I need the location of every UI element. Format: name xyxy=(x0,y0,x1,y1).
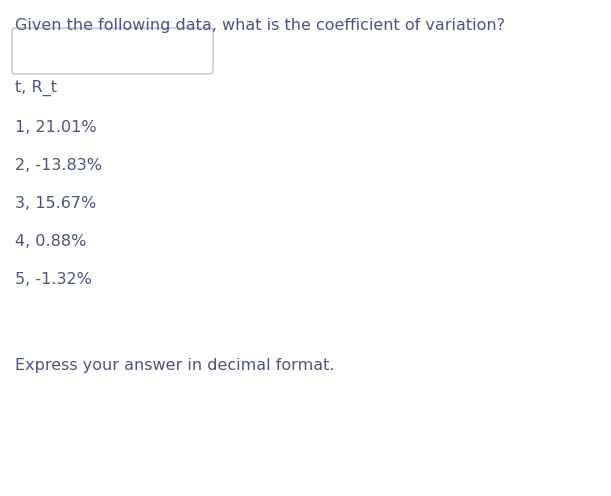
Text: 1, 21.01%: 1, 21.01% xyxy=(15,120,97,135)
Text: Given the following data, what is the coefficient of variation?: Given the following data, what is the co… xyxy=(15,18,505,33)
Text: 5, -1.32%: 5, -1.32% xyxy=(15,272,92,287)
Text: 3, 15.67%: 3, 15.67% xyxy=(15,196,97,211)
Text: 2, -13.83%: 2, -13.83% xyxy=(15,158,102,173)
Text: t, R_t: t, R_t xyxy=(15,80,57,96)
Text: 4, 0.88%: 4, 0.88% xyxy=(15,234,86,249)
FancyBboxPatch shape xyxy=(12,28,213,74)
Text: Express your answer in decimal format.: Express your answer in decimal format. xyxy=(15,358,334,373)
